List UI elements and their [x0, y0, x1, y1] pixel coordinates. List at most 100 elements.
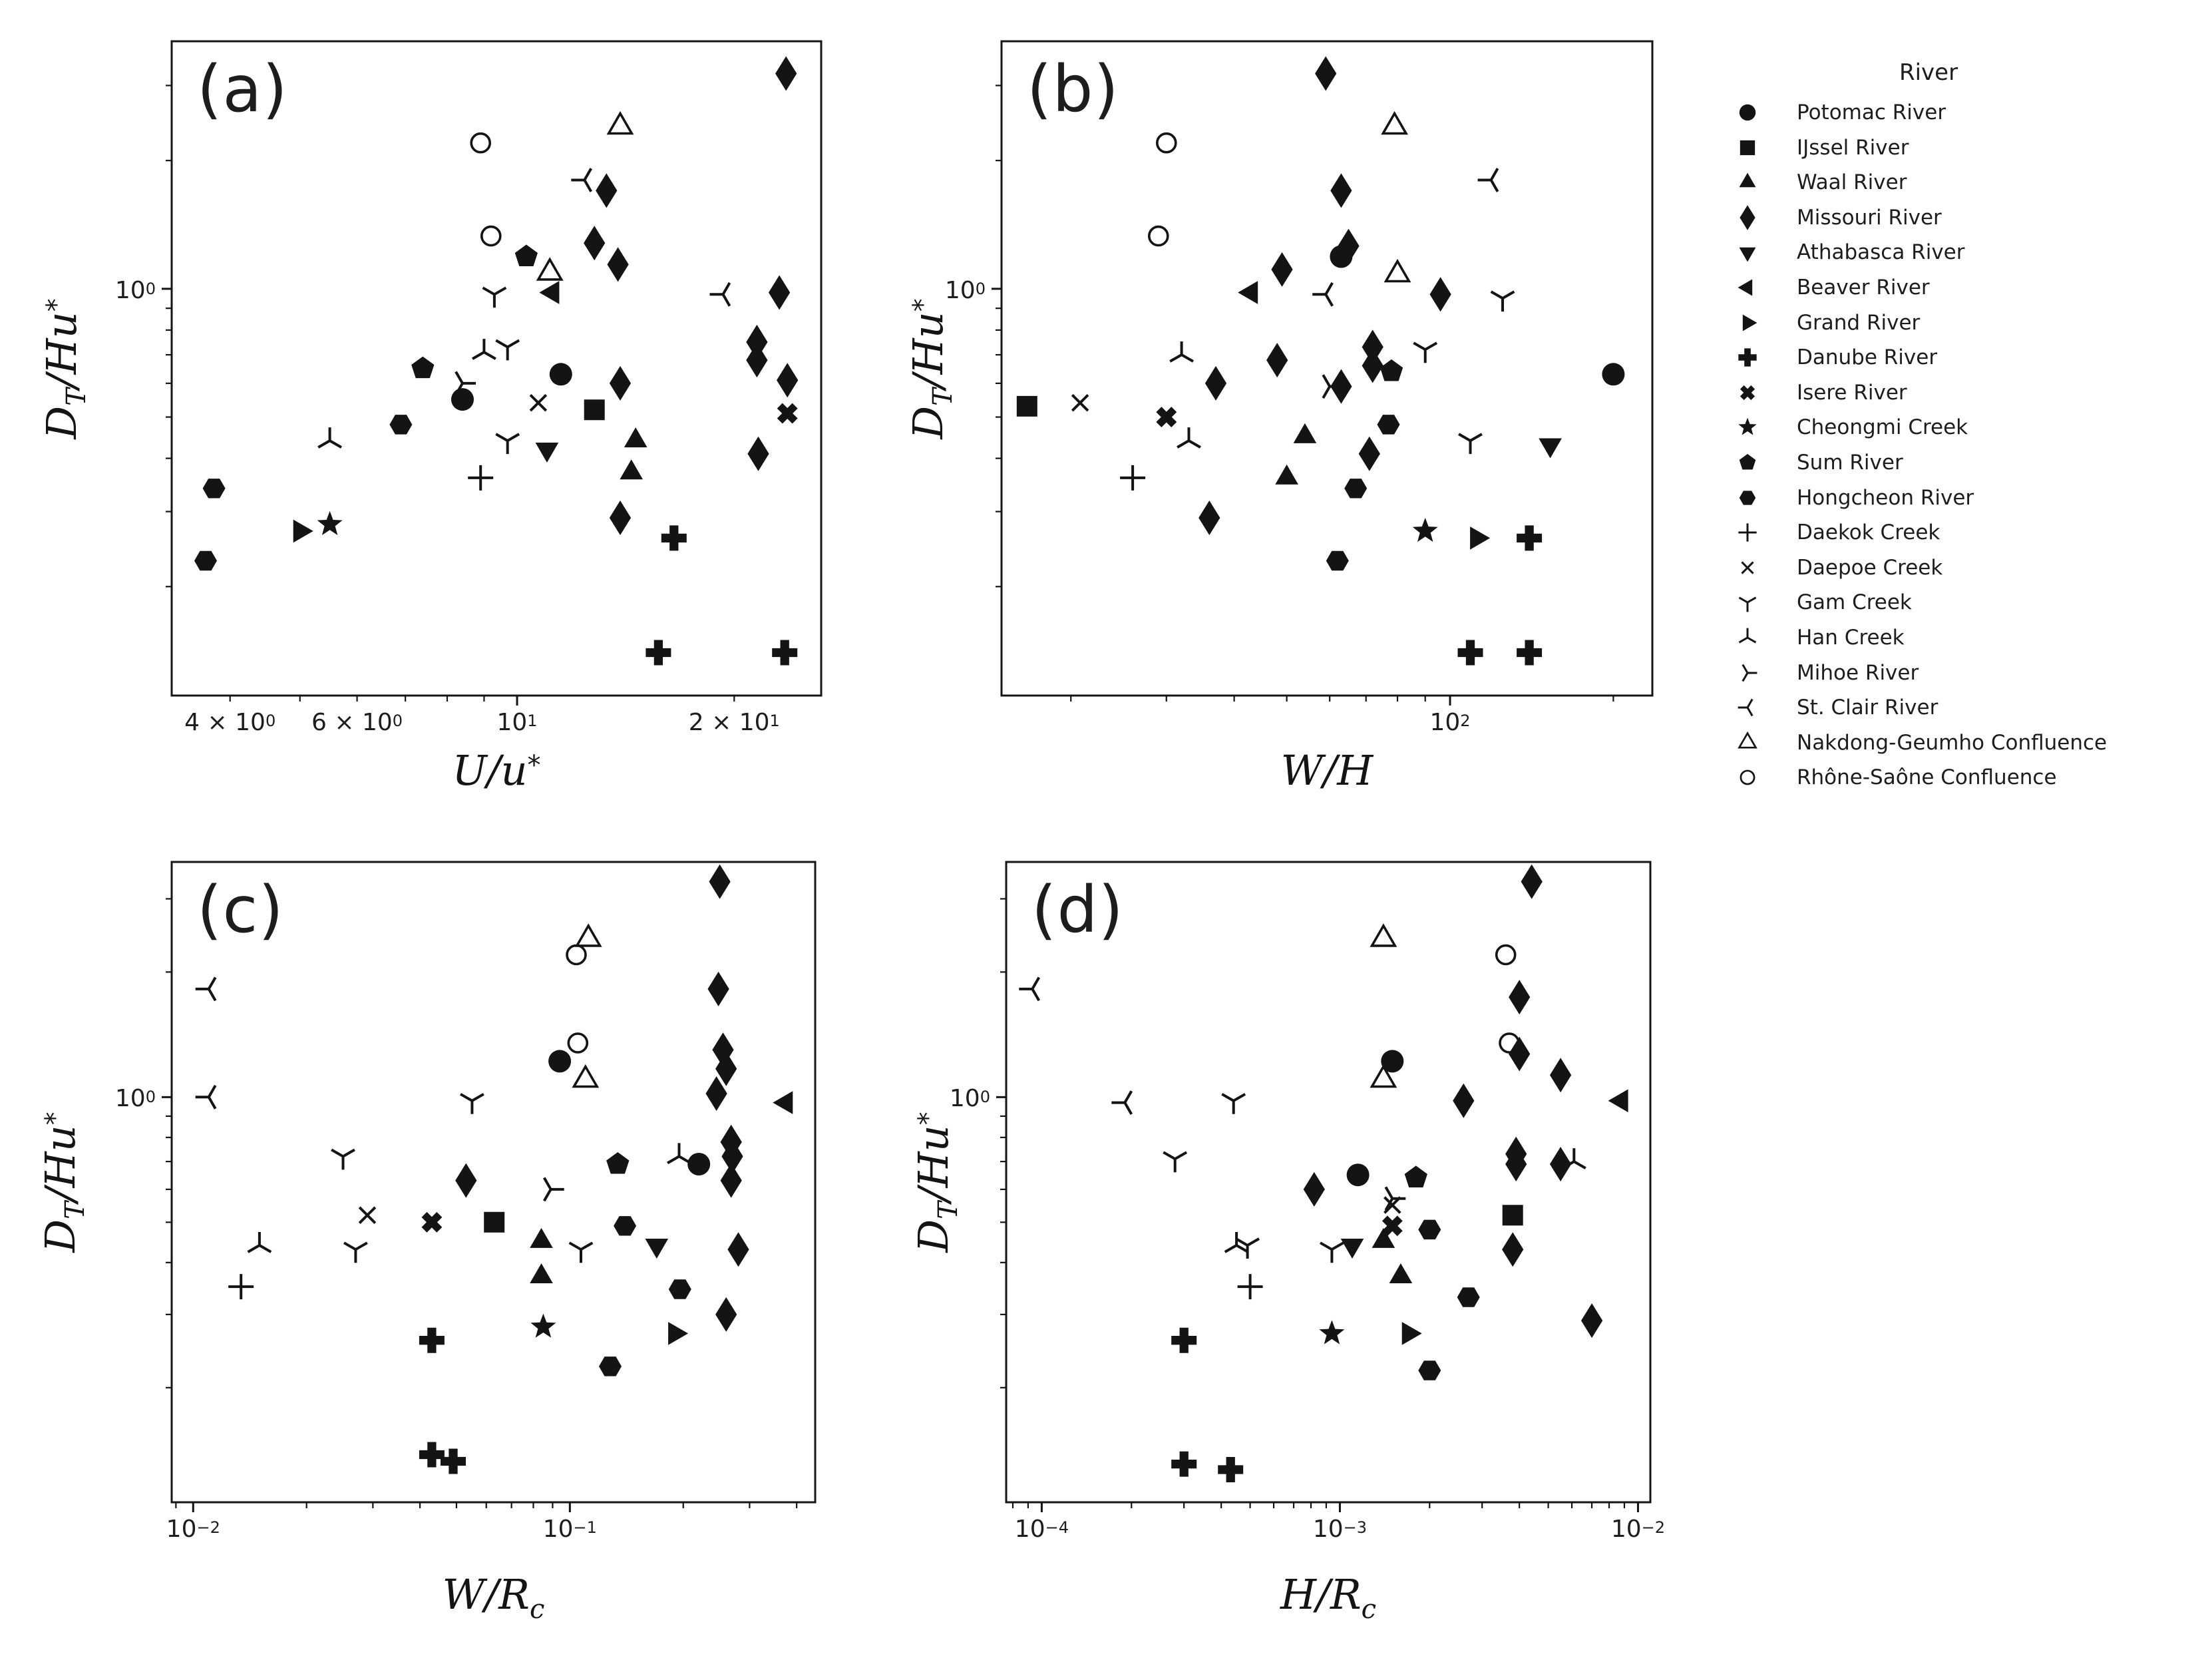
legend-item: Potomac River: [1729, 97, 1946, 128]
panel-label-c: (c): [197, 873, 284, 947]
data-point: [1169, 341, 1194, 363]
data-point: [571, 168, 593, 192]
data-point: [202, 479, 226, 499]
data-point: [1266, 343, 1288, 378]
data-point: [1156, 132, 1177, 154]
data-point: [584, 226, 606, 261]
data-point: [1412, 517, 1438, 542]
legend-item-label: Potomac River: [1797, 101, 1946, 124]
x-filled-icon: [1729, 377, 1766, 408]
data-point: [317, 427, 342, 449]
tri-right-icon: [1729, 692, 1766, 723]
data-point: [1319, 1320, 1345, 1345]
x-tick-label: 10−4: [1014, 1516, 1069, 1543]
x-tick-label: 102: [1429, 709, 1471, 736]
data-point: [421, 1211, 443, 1233]
data-point: [566, 944, 587, 966]
data-point: [661, 525, 687, 551]
data-point: [1221, 1093, 1246, 1114]
x-tick-label: 6 × 100: [311, 709, 403, 736]
data-point: [411, 356, 435, 379]
data-point: [1413, 341, 1438, 363]
legend-item-label: Waal River: [1797, 170, 1907, 195]
data-point: [530, 1227, 553, 1248]
data-point: [620, 459, 644, 480]
data-point: [1315, 56, 1337, 91]
y-tick-label: 100: [114, 276, 156, 304]
data-point: [1453, 1083, 1475, 1118]
data-point: [451, 388, 474, 411]
data-point: [1602, 363, 1625, 386]
data-point: [419, 1327, 445, 1353]
data-point: [331, 1148, 355, 1170]
data-point: [715, 1297, 737, 1332]
y-tick-label: 100: [114, 1085, 156, 1113]
data-point: [1111, 1090, 1133, 1115]
data-point: [567, 1032, 589, 1054]
data-point: [715, 1051, 737, 1086]
data-point: [574, 923, 602, 947]
pentagon-icon: [1729, 447, 1766, 478]
data-point: [1320, 1241, 1344, 1263]
data-point: [1120, 465, 1146, 491]
data-point: [1235, 1237, 1260, 1259]
data-point: [1458, 433, 1483, 455]
data-point: [514, 244, 538, 267]
legend-item: Mihoe River: [1729, 658, 1919, 688]
data-point: [1362, 329, 1383, 365]
data-point: [1509, 1036, 1531, 1072]
data-point: [568, 1241, 594, 1263]
data-point: [549, 363, 572, 386]
data-point: [542, 1177, 564, 1202]
data-point: [1358, 436, 1380, 471]
data-point: [1389, 1263, 1413, 1283]
star-icon: [1729, 412, 1766, 443]
legend-item-label: Rhône-Saône Confluence: [1797, 765, 2057, 790]
data-point: [1384, 1186, 1406, 1211]
y-axis-label-c: DT/Hu*: [36, 1112, 91, 1253]
data-point: [535, 443, 559, 463]
data-point: [687, 1153, 711, 1175]
plot-area-c: [162, 861, 817, 1512]
legend-item-label: Nakdong-Geumho Confluence: [1797, 730, 2108, 755]
data-point: [1457, 640, 1483, 666]
data-point: [247, 1232, 272, 1253]
legend-item: Gam Creek: [1729, 587, 1912, 618]
legend-item-label: Gam Creek: [1797, 590, 1912, 615]
data-point: [709, 864, 731, 899]
data-point: [1326, 550, 1349, 571]
hexagon-icon: [1729, 483, 1766, 513]
y-axis-label-d: DT/Hu*: [909, 1112, 964, 1253]
data-point: [1204, 365, 1227, 401]
x-axis-label-a: U/u*: [452, 746, 541, 795]
legend-item-label: Isere River: [1797, 380, 1907, 405]
data-point: [1330, 173, 1352, 208]
data-point: [747, 436, 769, 471]
legend-item: Sum River: [1729, 447, 1903, 478]
diamond-icon: [1729, 202, 1766, 233]
plot-area-d: [996, 861, 1652, 1512]
data-point: [1346, 1163, 1370, 1187]
data-point: [1521, 864, 1543, 899]
x-tick-label: 10−2: [166, 1516, 220, 1543]
data-point: [609, 501, 632, 535]
circle-icon: [1729, 97, 1766, 128]
tri-left-icon: [1729, 658, 1766, 688]
x-tick-label: 2 × 101: [688, 709, 780, 736]
data-point: [1071, 393, 1089, 412]
data-point: [536, 257, 564, 281]
legend-item-label: St. Clair River: [1797, 696, 1938, 720]
data-point: [293, 519, 313, 543]
data-point: [1608, 1089, 1628, 1113]
data-point: [1370, 923, 1397, 947]
data-point: [1293, 423, 1317, 443]
data-point: [1539, 438, 1562, 459]
data-point: [530, 1313, 556, 1338]
data-point: [668, 1322, 689, 1345]
legend-item: Daekok Creek: [1729, 517, 1940, 548]
legend-item: Beaver River: [1729, 272, 1930, 303]
data-point: [1271, 252, 1293, 287]
triangle-up-icon: [1729, 167, 1766, 198]
data-point: [1499, 1032, 1520, 1054]
data-point: [1303, 1171, 1325, 1207]
